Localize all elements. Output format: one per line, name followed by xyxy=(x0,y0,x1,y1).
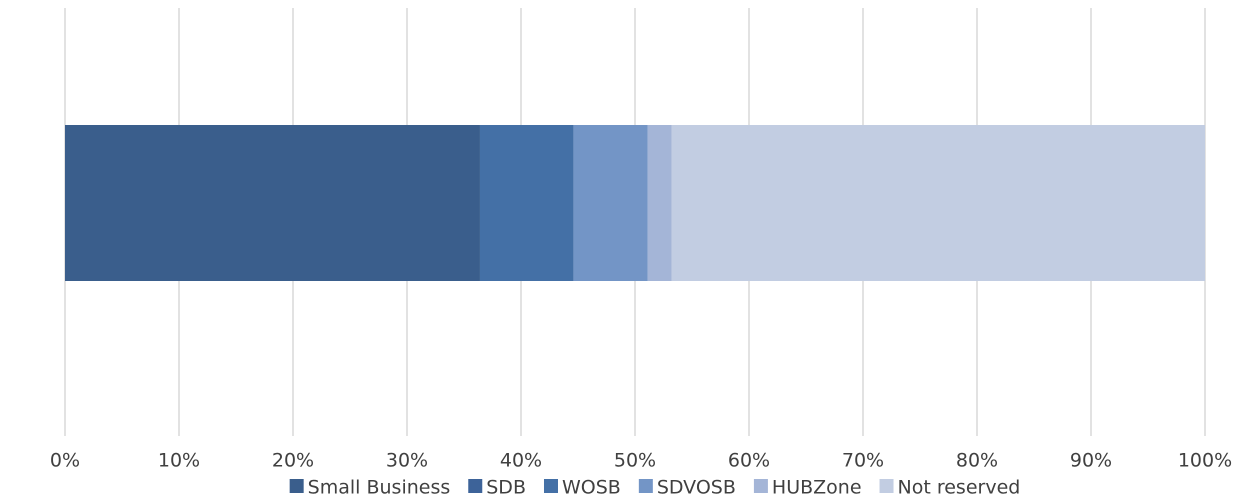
bar-segment xyxy=(573,125,648,281)
x-tick-label: 100% xyxy=(1178,450,1232,472)
x-tick-label: 10% xyxy=(158,450,200,472)
x-tick-label: 70% xyxy=(842,450,884,472)
bar-segment xyxy=(647,125,672,281)
legend-swatch xyxy=(468,479,483,493)
bar-segment xyxy=(65,125,480,281)
legend-swatch xyxy=(543,479,558,493)
x-tick-label: 90% xyxy=(1070,450,1112,472)
legend-label: Not reserved xyxy=(898,477,1021,499)
x-tick-label: 30% xyxy=(386,450,428,472)
bar-segment xyxy=(479,125,574,281)
legend-swatch xyxy=(879,479,894,493)
legend-swatch xyxy=(638,479,653,493)
legend-label: HUBZone xyxy=(772,477,862,499)
x-tick-label: 40% xyxy=(500,450,542,472)
x-tick-label: 60% xyxy=(728,450,770,472)
x-tick-label: 50% xyxy=(614,450,656,472)
legend-swatch xyxy=(289,479,304,493)
legend-label: SDVOSB xyxy=(657,477,736,499)
x-tick-label: 0% xyxy=(50,450,80,472)
x-tick-label: 80% xyxy=(956,450,998,472)
x-tick-label: 20% xyxy=(272,450,314,472)
legend-label: SDB xyxy=(486,477,526,499)
legend-label: Small Business xyxy=(308,477,451,499)
bar-segment xyxy=(671,125,1205,281)
legend-swatch xyxy=(753,479,768,493)
legend-label: WOSB xyxy=(562,477,621,499)
